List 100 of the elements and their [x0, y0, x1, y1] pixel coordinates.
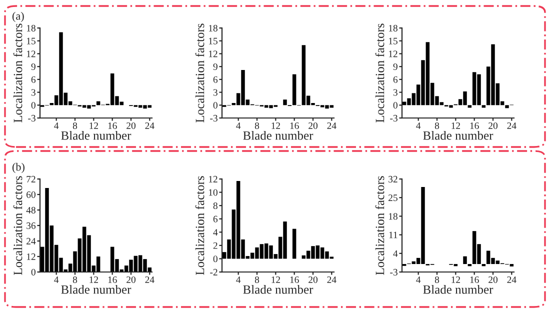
x-axis-title: Blade number	[243, 130, 314, 140]
x-tick-label: 12	[272, 276, 280, 283]
y-tick-label: 9	[213, 64, 218, 70]
y-tick-label: 3	[31, 89, 36, 96]
x-axis-title: Blade number	[423, 284, 494, 294]
y-tick-label: -3	[390, 114, 398, 122]
y-tick-label: 24	[26, 238, 36, 244]
y-tick-label: 0	[393, 102, 398, 109]
x-tick-label: 16	[108, 276, 117, 284]
y-axis-title: Localization factors	[195, 176, 204, 275]
y-tick-label: -2	[210, 268, 218, 276]
y-tick-label: 12	[26, 50, 36, 58]
text: (a)	[12, 12, 24, 22]
x-tick-label: 20	[308, 122, 318, 130]
y-tick-label: 11	[389, 232, 398, 238]
bar	[292, 228, 296, 259]
bar	[463, 256, 467, 264]
y-tick-label: 48	[26, 206, 36, 214]
x-axis-title: Blade number	[243, 284, 314, 294]
y-tick-label: 60	[26, 191, 36, 198]
y-tick-label: 4	[213, 229, 218, 236]
y-tick-label: -3	[210, 114, 218, 122]
y-tick-label: 6	[213, 76, 218, 83]
y-tick-label: 9	[31, 64, 36, 70]
y-tick-label: 36	[26, 222, 36, 229]
y-axis-title: Localization factors	[13, 176, 22, 275]
y-tick-label: 10	[208, 189, 218, 196]
y-tick-label: 18	[388, 24, 398, 32]
y-tick-label: 15	[388, 38, 398, 44]
y-tick-label: 32	[388, 176, 398, 182]
x-axis-title: Blade number	[61, 284, 132, 294]
x-tick-label: 20	[126, 276, 136, 284]
y-tick-label: 0	[213, 256, 218, 262]
x-tick-label: 12	[452, 122, 460, 129]
x-tick-label: 8	[254, 122, 260, 130]
x-tick-label: 24	[145, 276, 154, 283]
y-tick-label: 4	[393, 250, 398, 257]
x-tick-label: 20	[308, 276, 318, 284]
bar	[292, 74, 296, 106]
x-tick-label: 16	[108, 122, 117, 130]
x-tick-label: 4	[54, 276, 59, 283]
y-axis-title: Localization factors	[375, 176, 384, 275]
x-tick-label: 16	[290, 122, 299, 130]
y-axis-title: Localization factors	[375, 24, 384, 122]
x-tick-label: 4	[236, 276, 241, 283]
x-axis-title: Blade number	[61, 130, 132, 140]
y-tick-label: 9	[393, 64, 398, 70]
y-tick-label: 2	[213, 242, 218, 249]
y-tick-label: 72	[26, 176, 36, 182]
bar	[482, 105, 486, 108]
x-tick-label: 12	[90, 122, 98, 129]
y-tick-label: 18	[208, 24, 218, 32]
y-tick-label: -3	[390, 268, 398, 276]
bar	[283, 100, 287, 106]
y-tick-label: 18	[26, 24, 36, 32]
x-tick-label: 16	[290, 276, 299, 284]
y-axis-title: Localization factors	[195, 24, 204, 122]
x-tick-label: 24	[327, 276, 336, 283]
x-axis-title: Blade number	[423, 130, 494, 140]
x-tick-label: 16	[470, 276, 479, 284]
x-tick-label: 8	[434, 122, 440, 130]
y-tick-label: 3	[213, 89, 218, 96]
y-tick-label: -3	[28, 114, 36, 122]
y-tick-label: 6	[213, 216, 218, 222]
x-tick-label: 12	[452, 276, 460, 283]
bar	[96, 256, 100, 272]
y-tick-label: 15	[208, 38, 218, 44]
y-tick-label: 12	[208, 176, 218, 182]
y-tick-label: 0	[213, 102, 218, 109]
y-tick-label: 8	[213, 202, 218, 210]
x-tick-label: 24	[327, 122, 336, 129]
x-tick-label: 4	[416, 276, 421, 283]
y-tick-label: 0	[31, 102, 36, 109]
x-tick-label: 16	[470, 122, 479, 130]
x-tick-label: 24	[507, 276, 516, 283]
y-tick-label: 18	[388, 213, 398, 220]
y-tick-label: 15	[26, 38, 36, 44]
x-tick-label: 12	[90, 276, 98, 283]
y-tick-label: 6	[31, 76, 36, 83]
text: (b)	[12, 162, 24, 173]
y-tick-label: 25	[388, 194, 398, 202]
y-tick-label: 12	[26, 253, 36, 260]
x-tick-label: 24	[145, 122, 154, 129]
x-tick-label: 20	[488, 276, 498, 284]
x-tick-label: 8	[254, 276, 260, 284]
x-tick-label: 20	[488, 122, 498, 130]
bar	[302, 45, 306, 106]
x-tick-label: 8	[72, 122, 78, 130]
bar	[468, 105, 472, 108]
x-tick-label: 4	[54, 122, 59, 129]
x-tick-label: 4	[416, 122, 421, 129]
y-tick-label: 12	[388, 50, 398, 58]
y-axis-title: Localization factors	[13, 24, 22, 122]
y-tick-label: 0	[31, 268, 36, 276]
y-tick-label: 3	[393, 89, 398, 96]
x-tick-label: 4	[236, 122, 241, 129]
x-tick-label: 12	[272, 122, 280, 129]
x-tick-label: 8	[434, 276, 440, 284]
x-tick-label: 20	[126, 122, 136, 130]
y-tick-label: 12	[208, 50, 218, 58]
